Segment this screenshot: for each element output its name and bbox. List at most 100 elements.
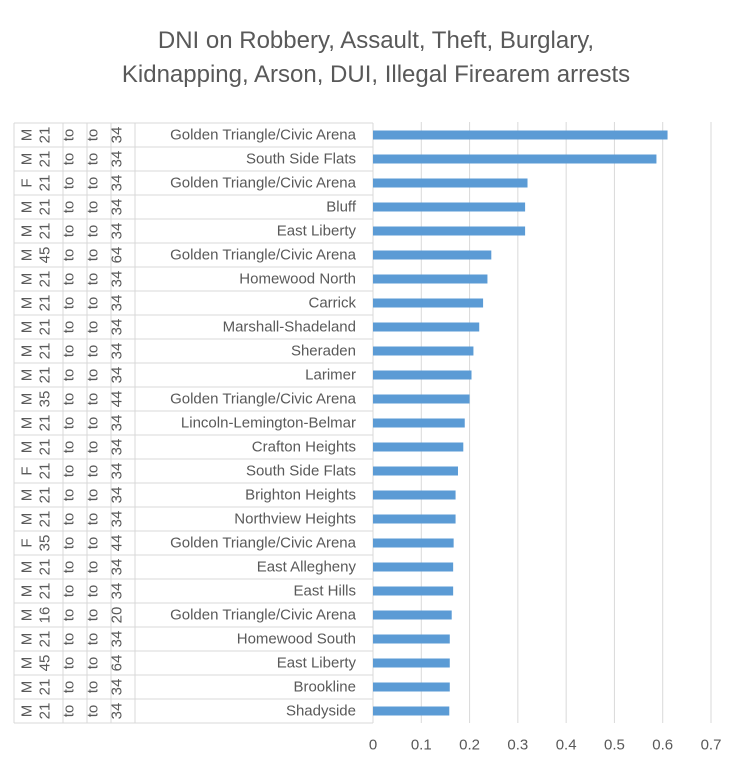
category-range-word-label: to bbox=[85, 705, 102, 718]
category-neighborhood-label: Carrick bbox=[309, 295, 357, 312]
category-sex-label: M bbox=[19, 321, 36, 334]
category-range-word-label: to bbox=[85, 225, 102, 238]
category-age-from-label: 21 bbox=[37, 343, 54, 360]
category-age-to-label: 34 bbox=[109, 175, 126, 192]
category-age-to-label: 34 bbox=[109, 415, 126, 432]
category-age-from-label: 21 bbox=[37, 703, 54, 720]
category-range-word-label: to bbox=[85, 273, 102, 286]
category-age-to-label: 34 bbox=[109, 151, 126, 168]
category-range-word-label: to bbox=[61, 633, 78, 646]
category-range-word-label: to bbox=[61, 225, 78, 238]
bar bbox=[373, 202, 526, 212]
category-sex-label: M bbox=[19, 129, 36, 142]
category-range-word-label: to bbox=[85, 321, 102, 334]
category-range-word-label: to bbox=[61, 249, 78, 262]
x-tick-label: 0.5 bbox=[604, 737, 625, 754]
category-range-word-label: to bbox=[85, 513, 102, 526]
category-range-word-label: to bbox=[61, 201, 78, 214]
category-sex-label: M bbox=[19, 609, 36, 622]
category-age-from-label: 16 bbox=[37, 607, 54, 624]
category-neighborhood-label: Golden Triangle/Civic Arena bbox=[170, 607, 357, 624]
category-range-word-label: to bbox=[85, 609, 102, 622]
category-age-from-label: 45 bbox=[37, 655, 54, 672]
category-age-to-label: 20 bbox=[109, 607, 126, 624]
category-range-word-label: to bbox=[61, 609, 78, 622]
x-tick-label: 0.1 bbox=[411, 737, 432, 754]
bar bbox=[373, 586, 454, 596]
category-range-word-label: to bbox=[85, 249, 102, 262]
bar bbox=[373, 562, 454, 572]
category-age-to-label: 34 bbox=[109, 559, 126, 576]
category-neighborhood-label: East Allegheny bbox=[257, 559, 357, 576]
category-neighborhood-label: Larimer bbox=[305, 367, 356, 384]
bar bbox=[373, 682, 450, 692]
category-age-to-label: 34 bbox=[109, 703, 126, 720]
bar bbox=[373, 226, 526, 236]
category-age-from-label: 35 bbox=[37, 391, 54, 408]
bar bbox=[373, 538, 454, 548]
category-range-word-label: to bbox=[61, 537, 78, 550]
category-age-from-label: 21 bbox=[37, 439, 54, 456]
category-age-to-label: 34 bbox=[109, 679, 126, 696]
category-range-word-label: to bbox=[85, 489, 102, 502]
bar bbox=[373, 154, 657, 164]
category-sex-label: M bbox=[19, 705, 36, 718]
category-range-word-label: to bbox=[61, 465, 78, 478]
category-age-to-label: 34 bbox=[109, 463, 126, 480]
category-sex-label: M bbox=[19, 585, 36, 598]
category-sex-label: M bbox=[19, 513, 36, 526]
category-sex-label: M bbox=[19, 273, 36, 286]
bar bbox=[373, 130, 668, 140]
category-age-to-label: 34 bbox=[109, 127, 126, 144]
category-age-to-label: 34 bbox=[109, 271, 126, 288]
category-age-from-label: 21 bbox=[37, 199, 54, 216]
category-sex-label: M bbox=[19, 345, 36, 358]
bar bbox=[373, 514, 456, 524]
category-neighborhood-label: Homewood North bbox=[239, 271, 356, 288]
category-sex-label: M bbox=[19, 633, 36, 646]
category-range-word-label: to bbox=[85, 297, 102, 310]
category-range-word-label: to bbox=[85, 345, 102, 358]
category-range-word-label: to bbox=[61, 321, 78, 334]
bar bbox=[373, 394, 470, 404]
category-neighborhood-label: Golden Triangle/Civic Arena bbox=[170, 247, 357, 264]
category-age-to-label: 34 bbox=[109, 439, 126, 456]
category-age-to-label: 34 bbox=[109, 367, 126, 384]
bar bbox=[373, 298, 484, 308]
category-sex-label: M bbox=[19, 249, 36, 262]
category-age-from-label: 21 bbox=[37, 271, 54, 288]
category-neighborhood-label: Lincoln-Lemington-Belmar bbox=[181, 415, 356, 432]
category-sex-label: M bbox=[19, 657, 36, 670]
category-age-from-label: 21 bbox=[37, 487, 54, 504]
x-tick-label: 0.3 bbox=[507, 737, 528, 754]
category-range-word-label: to bbox=[85, 417, 102, 430]
category-age-to-label: 34 bbox=[109, 343, 126, 360]
category-range-word-label: to bbox=[61, 177, 78, 190]
bar bbox=[373, 178, 528, 188]
category-sex-label: M bbox=[19, 441, 36, 454]
category-range-word-label: to bbox=[61, 417, 78, 430]
category-neighborhood-label: Brighton Heights bbox=[245, 487, 356, 504]
category-age-to-label: 34 bbox=[109, 319, 126, 336]
category-age-from-label: 21 bbox=[37, 367, 54, 384]
bar bbox=[373, 466, 458, 476]
category-range-word-label: to bbox=[61, 369, 78, 382]
bar bbox=[373, 418, 465, 428]
category-range-word-label: to bbox=[85, 561, 102, 574]
bar bbox=[373, 490, 456, 500]
category-range-word-label: to bbox=[61, 489, 78, 502]
category-range-word-label: to bbox=[85, 657, 102, 670]
category-range-word-label: to bbox=[85, 465, 102, 478]
category-range-word-label: to bbox=[61, 657, 78, 670]
category-range-word-label: to bbox=[85, 369, 102, 382]
category-neighborhood-label: Bluff bbox=[326, 199, 357, 216]
category-age-to-label: 44 bbox=[109, 391, 126, 408]
category-age-from-label: 21 bbox=[37, 223, 54, 240]
category-age-to-label: 34 bbox=[109, 487, 126, 504]
category-neighborhood-label: Golden Triangle/Civic Arena bbox=[170, 391, 357, 408]
bar bbox=[373, 442, 464, 452]
category-age-to-label: 34 bbox=[109, 223, 126, 240]
category-age-to-label: 34 bbox=[109, 511, 126, 528]
category-neighborhood-label: Shadyside bbox=[286, 703, 356, 720]
bar bbox=[373, 250, 492, 260]
